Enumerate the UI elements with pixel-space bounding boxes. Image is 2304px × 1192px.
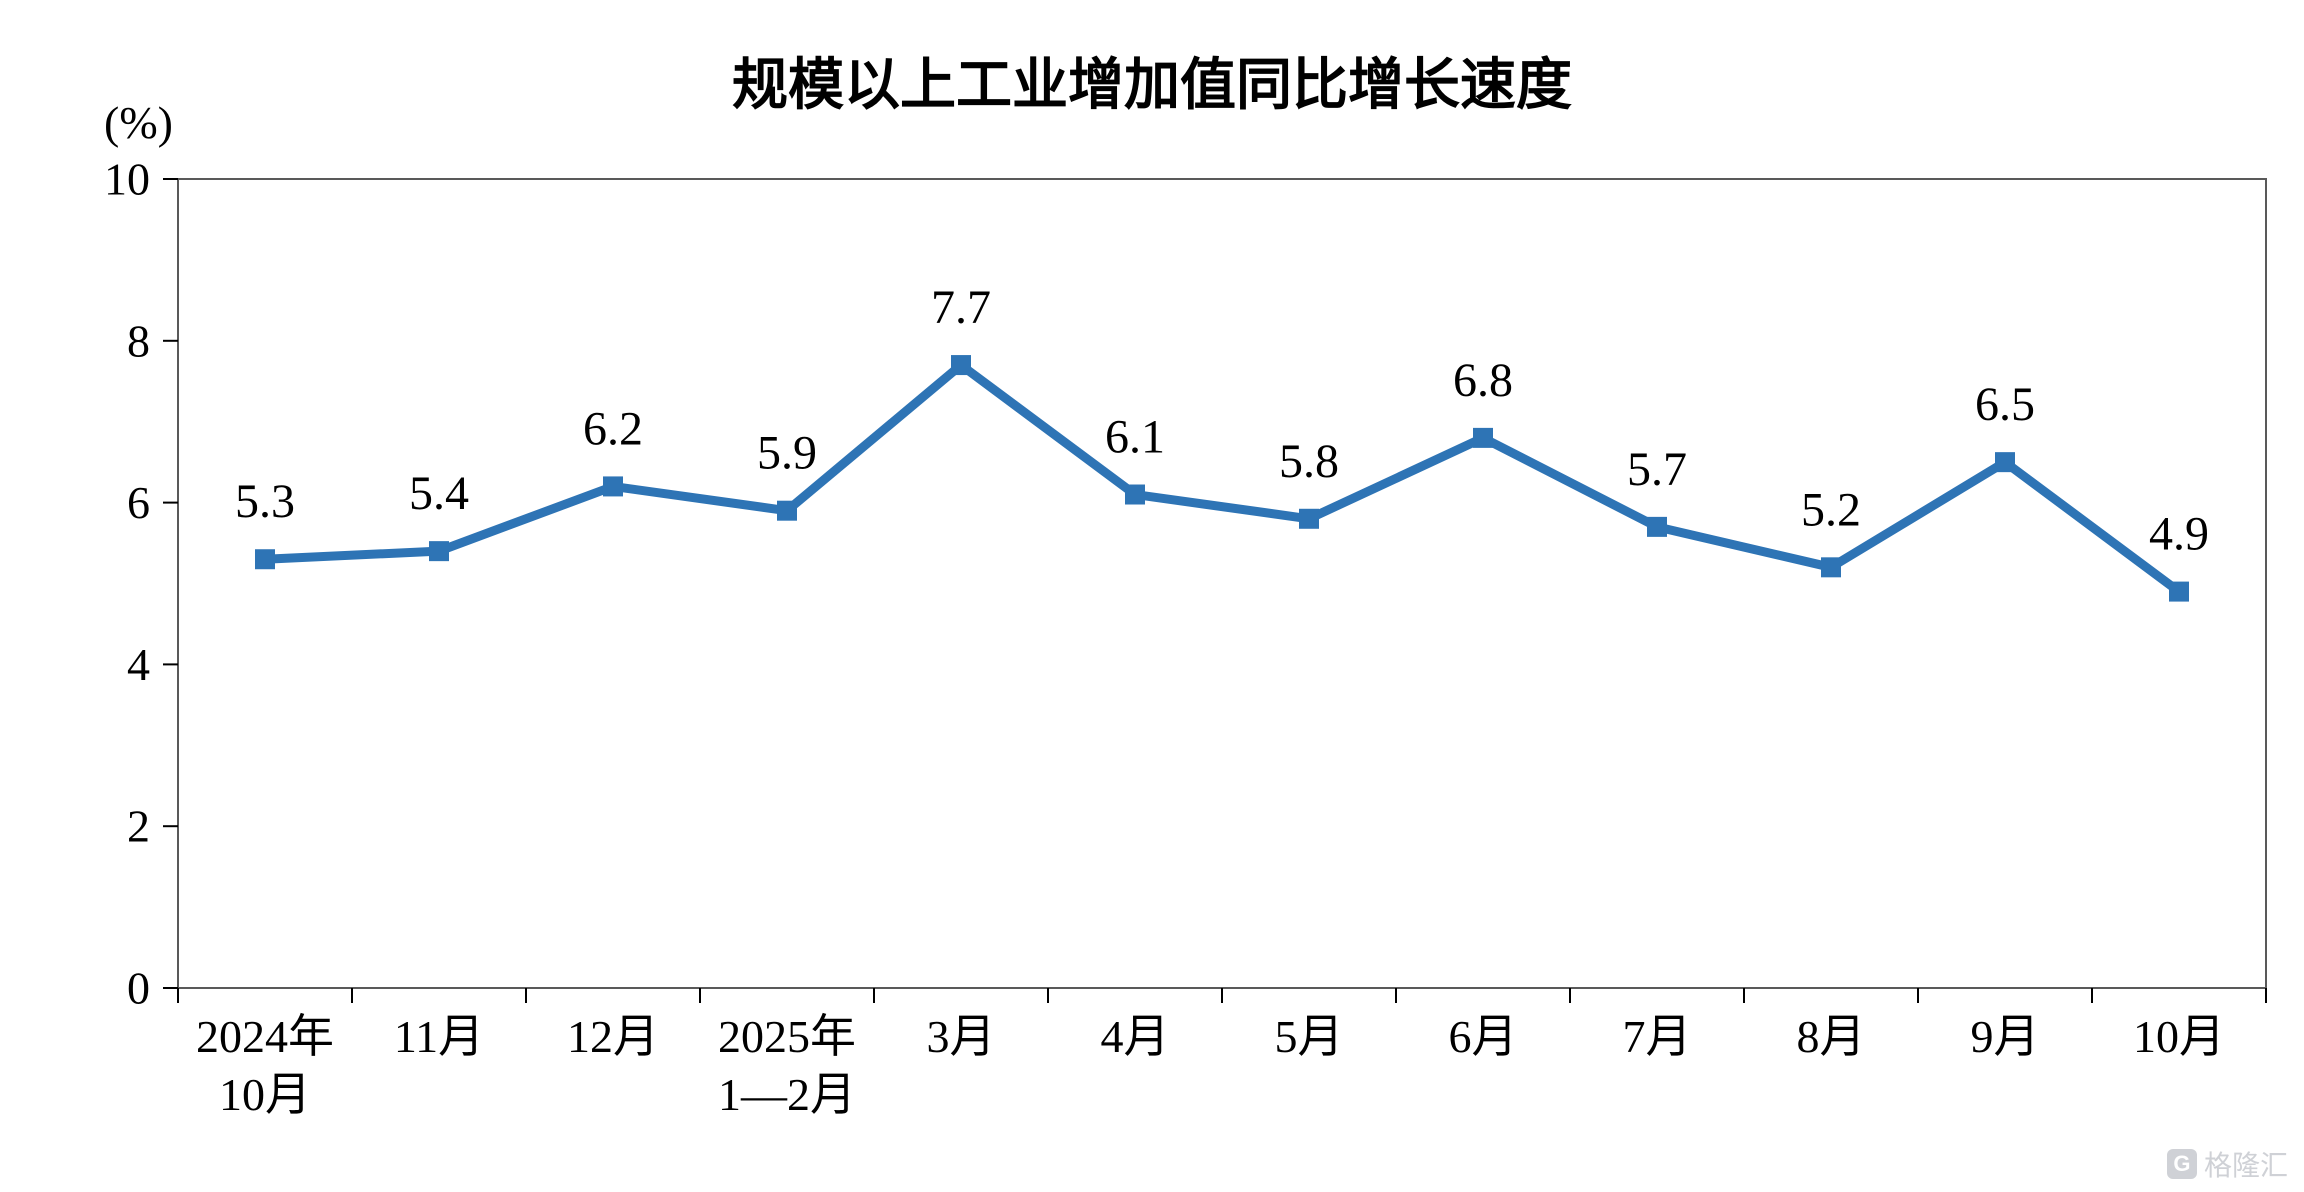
y-axis-unit-label: (%) xyxy=(104,97,173,148)
data-point-label: 5.9 xyxy=(757,427,817,480)
data-point-label: 6.5 xyxy=(1975,378,2035,431)
data-point-marker xyxy=(1473,427,1493,448)
data-point-label: 7.7 xyxy=(931,281,991,334)
data-point-marker xyxy=(1299,508,1319,529)
data-point-label: 6.8 xyxy=(1453,354,1513,407)
x-tick-label: 10月 xyxy=(2133,1011,2225,1062)
x-tick-label: 9月 xyxy=(1971,1011,2040,1062)
data-point-label: 5.8 xyxy=(1279,435,1339,488)
data-point-marker xyxy=(951,355,971,376)
chart-title: 规模以上工业增加值同比增长速度 xyxy=(732,53,1572,116)
data-point-marker xyxy=(1995,452,2015,473)
data-point-marker xyxy=(1125,484,1145,505)
x-tick-label: 11月 xyxy=(394,1011,484,1062)
data-point-marker xyxy=(2169,581,2189,602)
watermark-logo-icon: G xyxy=(2166,1149,2197,1179)
y-tick-label: 10 xyxy=(104,154,150,205)
data-point-marker xyxy=(429,541,449,562)
data-point-label: 6.1 xyxy=(1105,411,1165,464)
y-tick-label: 8 xyxy=(127,315,150,366)
y-tick-label: 4 xyxy=(127,639,150,690)
x-tick-label: 1—2月 xyxy=(718,1069,856,1120)
watermark: G 格隆汇 xyxy=(2166,1144,2288,1184)
data-point-marker xyxy=(603,476,623,497)
data-point-marker xyxy=(1647,516,1667,537)
data-line xyxy=(260,360,2184,597)
x-tick-label: 7月 xyxy=(1623,1011,1692,1062)
data-point-marker xyxy=(777,500,797,521)
data-point-label: 5.2 xyxy=(1801,483,1861,536)
watermark-text: 格隆汇 xyxy=(2203,1150,2288,1181)
data-point-label: 5.7 xyxy=(1627,443,1687,496)
y-tick-label: 0 xyxy=(127,963,150,1014)
y-tick-label: 2 xyxy=(127,801,150,852)
x-tick-label: 12月 xyxy=(567,1011,659,1062)
x-tick-label: 2024年 xyxy=(196,1011,334,1062)
data-point-label: 5.4 xyxy=(409,467,469,520)
data-point-marker xyxy=(1821,557,1841,578)
y-tick-label: 6 xyxy=(127,477,150,528)
plot-border xyxy=(177,178,2267,989)
x-tick-label: 2025年 xyxy=(718,1011,856,1062)
x-tick-label: 6月 xyxy=(1449,1011,1518,1062)
data-point-label: 6.2 xyxy=(583,402,643,455)
data-point-label: 5.3 xyxy=(235,475,295,528)
x-tick-label: 10月 xyxy=(219,1069,311,1120)
x-tick-label: 5月 xyxy=(1275,1011,1344,1062)
x-tick-label: 3月 xyxy=(927,1011,996,1062)
x-tick-label: 4月 xyxy=(1101,1011,1170,1062)
data-point-label: 4.9 xyxy=(2149,508,2209,561)
x-tick-label: 8月 xyxy=(1797,1011,1866,1062)
data-point-marker xyxy=(255,549,275,570)
